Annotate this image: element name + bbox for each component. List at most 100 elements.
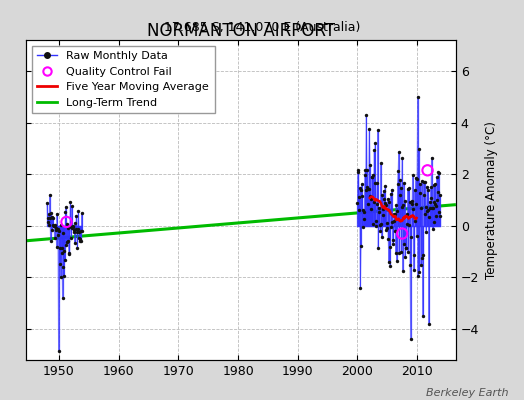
Point	[394, 168, 402, 174]
Point	[369, 171, 377, 178]
Point	[435, 170, 443, 176]
Point	[369, 221, 377, 228]
Point	[434, 189, 442, 196]
Point	[77, 237, 85, 244]
Point	[65, 250, 73, 256]
Point	[404, 249, 412, 255]
Point	[56, 274, 64, 280]
Point	[414, 146, 423, 152]
Point	[64, 225, 72, 232]
Point	[376, 228, 385, 234]
Point	[357, 187, 366, 193]
Point	[370, 180, 379, 186]
Point	[61, 209, 70, 216]
Point	[73, 245, 82, 251]
Point	[385, 199, 394, 206]
Point	[398, 230, 407, 237]
Point	[360, 209, 368, 215]
Point	[43, 219, 52, 226]
Point	[69, 222, 78, 229]
Point	[47, 210, 55, 216]
Point	[410, 187, 419, 194]
Point	[71, 240, 79, 246]
Point	[386, 262, 395, 269]
Point	[427, 195, 435, 201]
Point	[54, 348, 63, 354]
Point	[409, 206, 417, 212]
Point	[370, 147, 378, 154]
Point	[389, 240, 397, 247]
Point	[398, 268, 407, 274]
Point	[66, 199, 74, 205]
Point	[418, 178, 426, 185]
Point	[68, 225, 77, 231]
Point	[406, 262, 414, 268]
Point	[361, 172, 369, 178]
Point	[371, 140, 379, 146]
Point	[359, 224, 367, 230]
Point	[393, 208, 401, 214]
Point	[403, 186, 412, 192]
Point	[71, 220, 80, 226]
Point	[48, 226, 56, 233]
Point	[427, 184, 435, 190]
Point	[379, 188, 388, 194]
Point	[428, 205, 436, 212]
Point	[53, 226, 62, 232]
Point	[43, 200, 51, 206]
Point	[415, 269, 423, 275]
Point	[408, 200, 416, 207]
Point	[392, 202, 400, 208]
Point	[423, 207, 432, 214]
Point	[58, 250, 66, 256]
Point	[401, 253, 409, 260]
Point	[436, 192, 445, 198]
Point	[397, 184, 405, 191]
Point	[433, 197, 442, 203]
Point	[378, 234, 386, 240]
Point	[373, 201, 381, 208]
Point	[72, 213, 81, 219]
Point	[62, 219, 71, 225]
Point	[394, 180, 402, 187]
Point	[384, 196, 392, 202]
Point	[377, 160, 385, 166]
Point	[416, 190, 424, 196]
Point	[366, 193, 375, 199]
Point	[396, 177, 405, 183]
Text: 17.685 S, 141.070 E (Australia): 17.685 S, 141.070 E (Australia)	[164, 21, 360, 34]
Point	[67, 234, 75, 241]
Point	[74, 208, 83, 214]
Point	[398, 155, 406, 162]
Point	[390, 228, 399, 234]
Point	[413, 94, 422, 100]
Point	[380, 200, 389, 206]
Point	[354, 167, 363, 174]
Point	[431, 181, 440, 187]
Point	[62, 204, 70, 210]
Point	[406, 199, 414, 205]
Point	[356, 185, 364, 191]
Point	[372, 218, 380, 224]
Point	[66, 251, 74, 258]
Point	[422, 229, 430, 235]
Point	[374, 127, 382, 134]
Point	[355, 207, 363, 213]
Point	[75, 238, 84, 244]
Point	[424, 214, 433, 220]
Point	[68, 203, 76, 210]
Point	[377, 221, 386, 227]
Point	[383, 224, 391, 231]
Point	[405, 185, 413, 192]
Point	[363, 184, 372, 191]
Point	[365, 185, 373, 192]
Point	[387, 224, 396, 230]
Point	[366, 162, 374, 168]
Point	[376, 222, 384, 228]
Point	[433, 174, 441, 181]
Point	[380, 196, 388, 202]
Point	[412, 201, 420, 208]
Point	[55, 228, 63, 235]
Point	[362, 112, 370, 118]
Point	[390, 210, 398, 217]
